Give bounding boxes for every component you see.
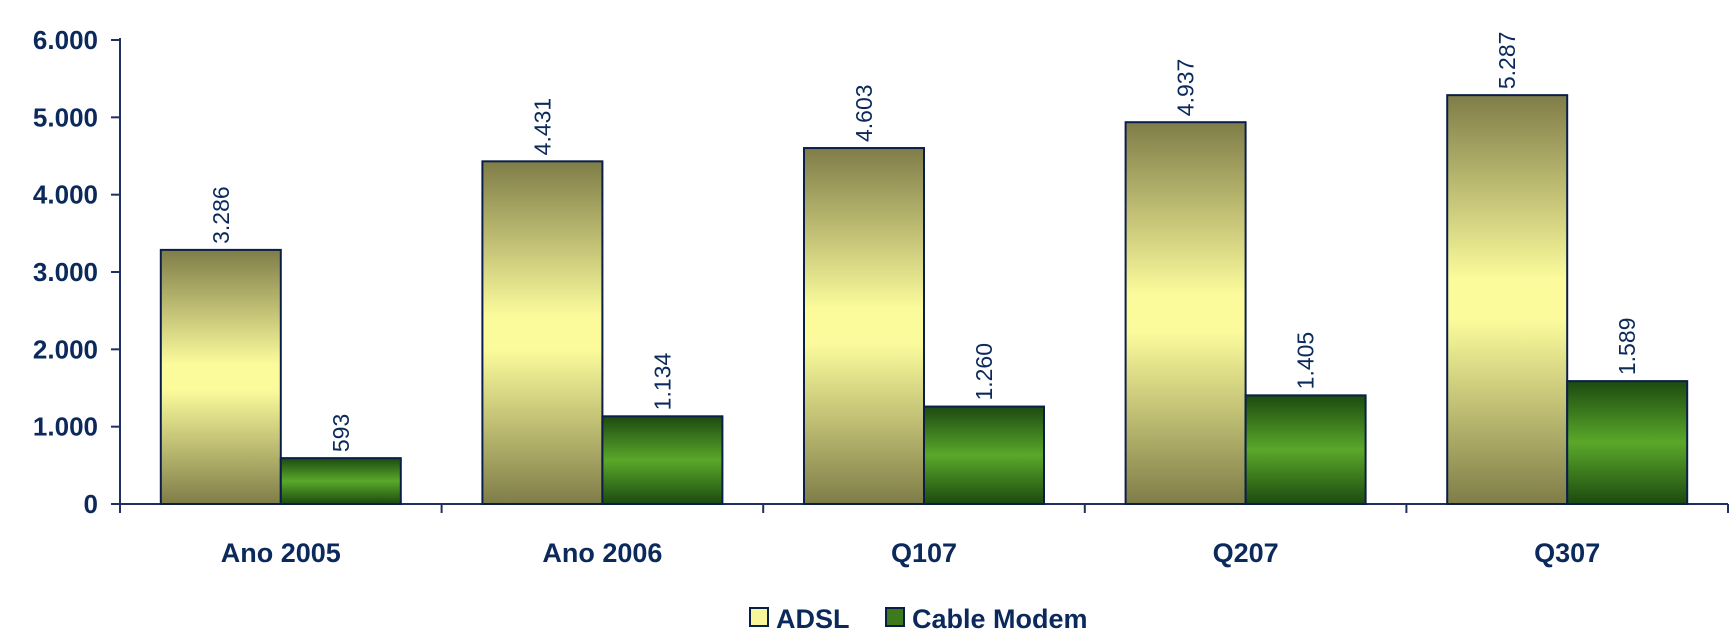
data-label: 3.286 xyxy=(208,186,234,244)
x-tick-label: Q107 xyxy=(891,538,957,568)
y-tick-label: 5.000 xyxy=(33,102,98,132)
bar-adsl xyxy=(1124,121,1247,506)
data-label: 4.431 xyxy=(529,98,555,156)
bar-cable-modem xyxy=(923,405,1045,505)
data-labels: 3.286 4.431 4.603 4.937 5.287 593 1.134 1.260 1.… xyxy=(208,32,1640,453)
bars xyxy=(159,94,1689,506)
bar-cable-modem xyxy=(1244,394,1367,506)
data-label: 1.134 xyxy=(649,353,675,411)
x-tick-label: Q207 xyxy=(1213,538,1279,568)
data-label: 4.603 xyxy=(851,84,877,142)
data-label: 1.589 xyxy=(1614,318,1640,376)
bar-cable-modem xyxy=(279,457,402,505)
y-tick-label: 6.000 xyxy=(33,25,98,55)
bar-cable-modem xyxy=(601,415,724,505)
legend: ADSL Cable Modem xyxy=(749,604,1088,634)
x-tick-label: Q307 xyxy=(1534,538,1600,568)
data-label: 5.287 xyxy=(1494,32,1520,90)
axes: 0 1.000 2.000 3.000 4.000 5.000 6.000 Ano 2005 A… xyxy=(33,25,1729,568)
data-label: 1.260 xyxy=(971,343,997,401)
y-tick-label: 1.000 xyxy=(33,412,98,442)
data-label: 4.937 xyxy=(1173,59,1199,117)
legend-swatch-cable-modem xyxy=(885,607,905,627)
legend-label-cable-modem: Cable Modem xyxy=(912,604,1088,634)
y-tick-label: 3.000 xyxy=(33,257,98,287)
y-tick-label: 0 xyxy=(84,489,98,519)
data-label: 593 xyxy=(328,414,354,452)
bar-adsl xyxy=(159,248,282,505)
bar-cable-modem xyxy=(1566,380,1689,506)
data-label: 1.405 xyxy=(1293,332,1319,390)
bar-adsl xyxy=(1446,94,1569,505)
y-tick-label: 4.000 xyxy=(33,180,98,210)
x-tick-label: Ano 2005 xyxy=(221,538,341,568)
y-tick-label: 2.000 xyxy=(33,334,98,364)
x-tick-label: Ano 2006 xyxy=(542,538,662,568)
bar-adsl xyxy=(803,147,925,505)
bar-adsl xyxy=(481,160,604,505)
legend-label-adsl: ADSL xyxy=(776,604,850,634)
legend-swatch-adsl xyxy=(749,607,769,627)
